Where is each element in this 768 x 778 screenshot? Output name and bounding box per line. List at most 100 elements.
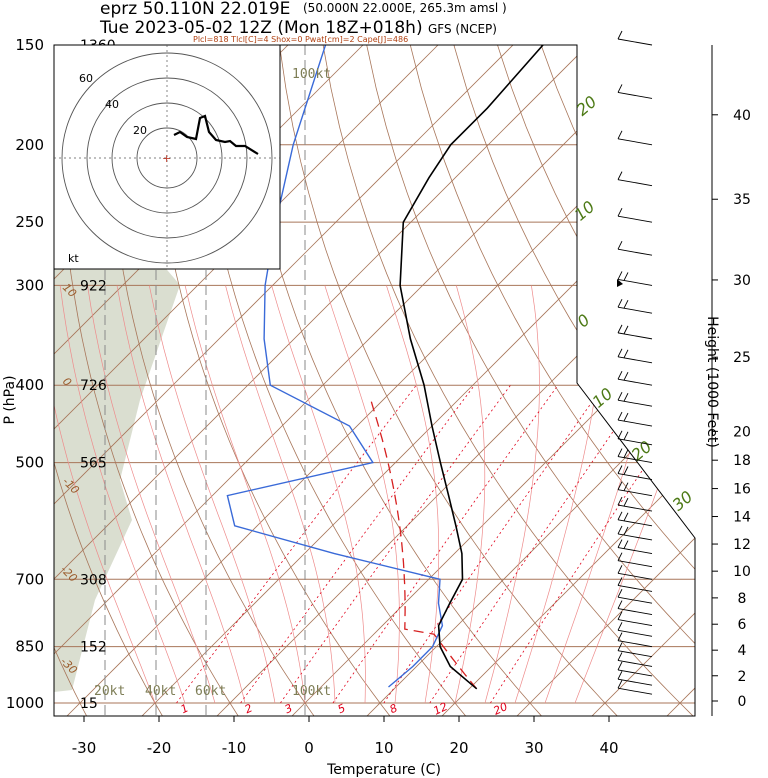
temperature-tick-label: 20 <box>449 739 468 757</box>
wind-barb-staff <box>617 519 653 527</box>
wind-barb-staff <box>617 596 653 604</box>
height-axis-title: Height (1000 Feet) <box>704 316 720 448</box>
isotherm-line <box>212 45 695 716</box>
wind-barb <box>617 271 653 286</box>
wind-barb-flag <box>623 540 629 549</box>
wind-barb <box>617 525 653 541</box>
moist-adiabat-line <box>59 285 186 704</box>
wind-barb-staff <box>617 473 653 480</box>
wind-barb-flag <box>617 496 623 506</box>
wind-barb-flag <box>617 539 623 548</box>
wind-barb-flag <box>617 511 623 521</box>
height-tick-label: 2 <box>738 669 747 685</box>
wind-barb <box>617 411 653 427</box>
wind-barb-flag <box>623 371 629 381</box>
wind-barb-staff <box>617 356 653 364</box>
wind-barb-flag <box>617 589 623 598</box>
mixing-ratio-label: 12 <box>431 700 449 718</box>
pressure-tick-label: 400 <box>15 376 44 394</box>
wind-barb <box>617 539 653 555</box>
height-tick-label: 10 <box>733 564 751 580</box>
wind-barb <box>617 565 653 580</box>
pressure-tick-label: 850 <box>15 638 44 656</box>
height-m-label: 726 <box>80 378 107 394</box>
dry-adiabat-line <box>409 45 695 716</box>
isotherm-line <box>54 45 613 716</box>
wind-barb-staff <box>617 248 653 256</box>
wind-barb <box>617 577 653 592</box>
wind-barb-flag <box>617 680 623 689</box>
wind-barb-staff <box>617 215 653 223</box>
temperature-profile <box>399 45 544 690</box>
wind-barb-staff <box>617 138 653 146</box>
station-coords: (50.000N 22.000E, 265.3m amsl ) <box>303 1 507 15</box>
temperature-tick-label: 10 <box>374 739 393 757</box>
wind-barb-flag <box>617 642 623 651</box>
wind-barb <box>617 652 653 667</box>
wind-barb-flag <box>617 632 623 641</box>
pressure-tick-label: 500 <box>15 454 44 472</box>
wind-barb-flag <box>623 466 629 475</box>
dry-adiabat-line <box>627 45 695 716</box>
wind-barb-flag <box>617 370 623 380</box>
wind-barb-flag <box>617 298 623 308</box>
moist-adiabat-line <box>54 285 156 704</box>
pressure-tick-label: 1000 <box>6 694 44 712</box>
pressure-tick-label: 300 <box>15 276 44 294</box>
temperature-tick-label: 30 <box>524 739 543 757</box>
valid-time: Tue 2023-05-02 12Z (Mon 18Z+018h) <box>99 18 423 38</box>
moist-adiabat-line <box>184 285 306 704</box>
wind-barb-flag <box>617 271 623 280</box>
dry-adiabat-line <box>279 45 622 716</box>
wind-barb-flag <box>617 30 623 40</box>
wind-barb-flag <box>623 482 629 491</box>
parcel-curve <box>370 400 478 690</box>
wind-barb-flag <box>617 611 623 620</box>
temperature-tick-label: 0 <box>304 739 314 757</box>
wind-barb-staff <box>617 456 653 464</box>
wind-barb <box>617 552 653 568</box>
wind-barb-staff <box>617 179 653 187</box>
x-axis-title: Temperature (C) <box>326 762 441 778</box>
wind-barb-flag <box>623 412 629 422</box>
wind-barb-staff <box>617 378 653 386</box>
height-m-label: 152 <box>80 640 107 656</box>
wind-barb-staff <box>617 660 653 667</box>
height-tick-label: 30 <box>733 273 751 289</box>
wind-barb-flag <box>623 325 629 335</box>
wind-barb-staff <box>617 332 653 340</box>
wind-barb-staff <box>617 629 653 637</box>
isotherm-line <box>362 45 695 716</box>
wind-barb-flag <box>617 84 623 93</box>
mixing-ratio-line <box>240 384 475 704</box>
hodograph-ring <box>136 127 198 189</box>
height-tick-label: 35 <box>733 192 751 208</box>
model-name: GFS (NCEP) <box>428 22 497 36</box>
wind-barb-flag <box>623 512 629 522</box>
moist-adiabat-line <box>148 285 276 704</box>
wind-barb-staff <box>617 650 653 658</box>
dry-adiabat-line <box>540 45 695 716</box>
wind-barb-staff <box>617 399 653 407</box>
wind-barb <box>617 680 653 695</box>
sounding-params: Plcl=818 Tlcl[C]=4 Shox=0 Pwat[cm]=2 Cap… <box>193 35 408 44</box>
wind-barb-flag <box>617 171 623 180</box>
pressure-tick-label: 700 <box>15 570 44 588</box>
isotherm-line <box>437 45 695 716</box>
isotherm-line <box>54 45 538 716</box>
wind-barb-flag <box>623 526 629 536</box>
isotherm-line <box>587 45 695 716</box>
dry-adiabat-line <box>104 45 318 716</box>
wind-barb <box>617 671 653 686</box>
moist-adiabat-line <box>116 285 246 704</box>
wind-barb-staff <box>617 640 653 648</box>
wind-barb <box>617 324 653 340</box>
chart-header: eprz 50.110N 22.019E (50.000N 22.000E, 2… <box>99 0 507 44</box>
dry-adiabat-line <box>453 45 695 716</box>
wind-barb-staff <box>617 572 653 580</box>
mixing-ratio-lines <box>176 384 695 704</box>
moist-adiabat-label: 0 <box>573 310 593 331</box>
wind-barb <box>617 632 653 648</box>
mixing-ratio-label: 8 <box>388 701 400 716</box>
isotherm-line <box>54 45 463 716</box>
